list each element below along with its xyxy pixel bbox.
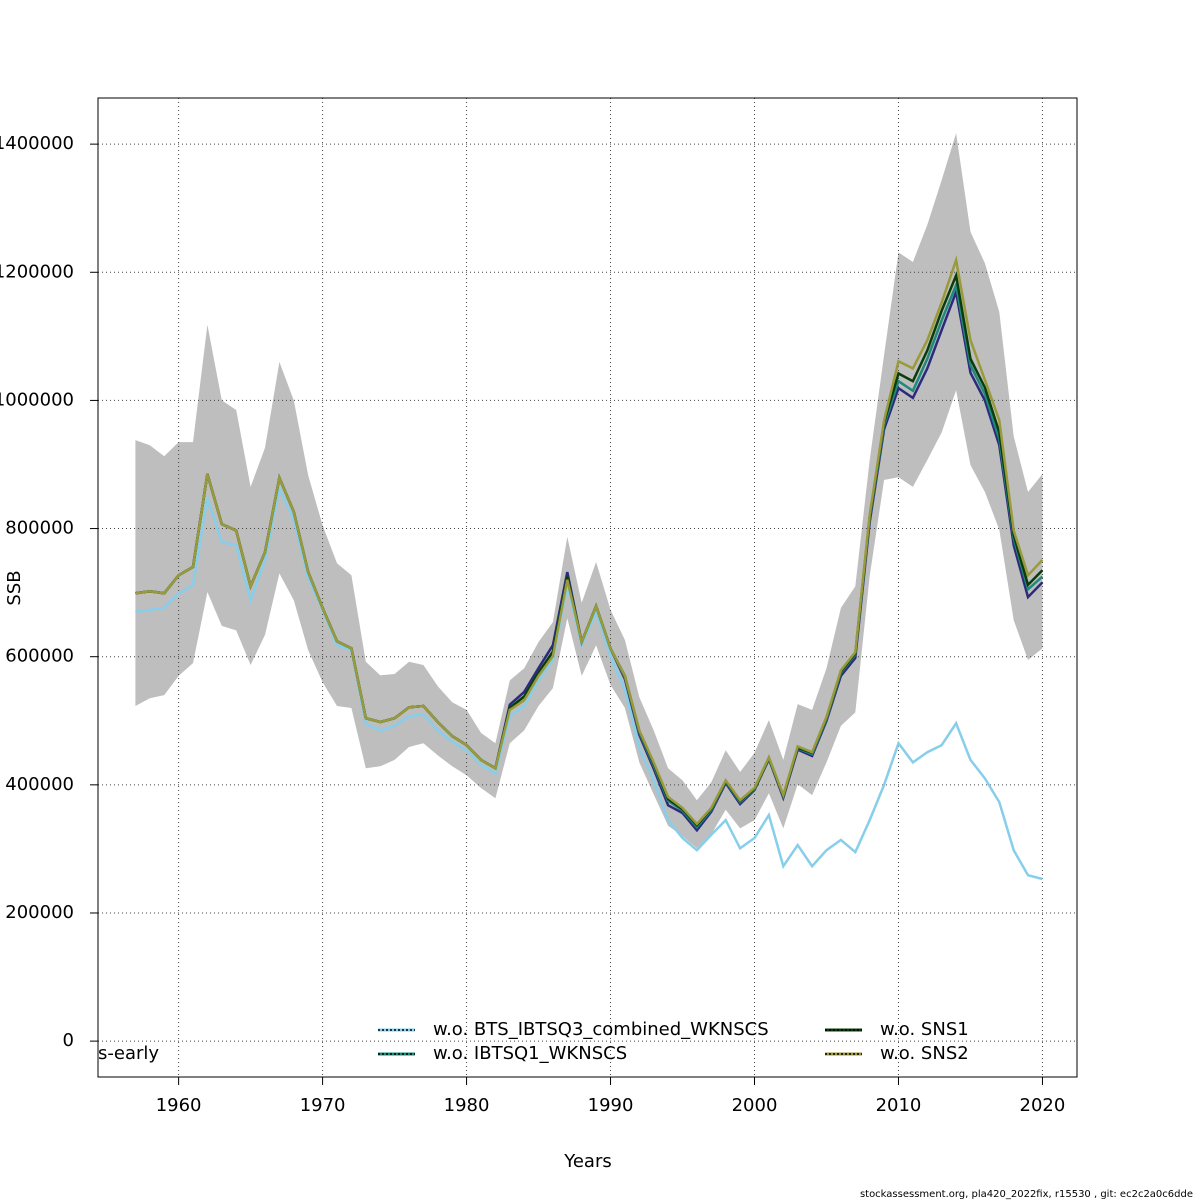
y-tick-label: 1000000 [0,389,74,410]
series-line [135,255,1044,826]
x-tick-label: 1990 [588,1095,634,1116]
confidence-band [135,133,1043,849]
x-tick-label: 2000 [732,1095,778,1116]
legend-label: w.o. SNS1 [880,1019,969,1040]
legend-label: w.o. IBTSQ1_WKNSCS [433,1043,627,1064]
y-tick-label: 1400000 [0,133,74,154]
x-tick-label: 1970 [300,1095,346,1116]
footer: stockassessment.org, pla420_2022fix, r15… [860,1189,1193,1200]
y-tick-label: 200000 [5,902,74,923]
y-tick-label: 400000 [5,774,74,795]
x-axis-label: Years [563,1151,612,1172]
y-tick-label: 800000 [5,518,74,539]
y-axis-label: SSB [4,570,25,605]
annotation: s-early [98,1043,159,1064]
x-tick-label: 1960 [156,1095,202,1116]
legend-label: w.o. BTS_IBTSQ3_combined_WKNSCS [433,1019,769,1040]
x-tick-label: 2020 [1020,1095,1066,1116]
series-line [135,484,1043,881]
y-tick-label: 600000 [5,646,74,667]
plot-frame [97,97,1078,1078]
y-tick-label: 1200000 [0,261,74,282]
x-tick-label: 1980 [444,1095,490,1116]
y-tick-label: 0 [63,1030,74,1051]
legend-label: w.o. SNS2 [880,1043,969,1064]
x-tick-label: 2010 [876,1095,922,1116]
